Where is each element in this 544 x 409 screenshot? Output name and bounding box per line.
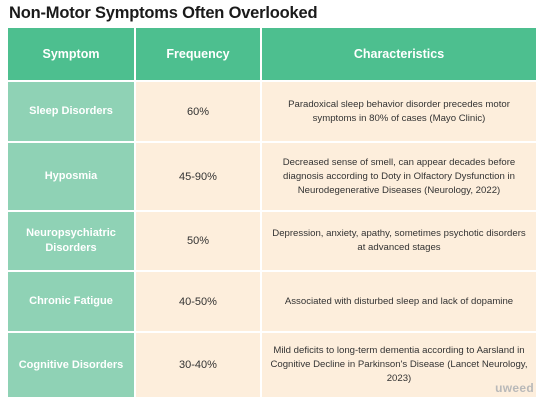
characteristics-cell: Depression, anxiety, apathy, sometimes p… xyxy=(262,212,536,272)
characteristics-cell: Paradoxical sleep behavior disorder prec… xyxy=(262,82,536,143)
table-header-row: Symptom Frequency Characteristics xyxy=(8,28,536,82)
frequency-cell: 40-50% xyxy=(136,272,262,333)
frequency-cell: 30-40% xyxy=(136,333,262,399)
header-characteristics: Characteristics xyxy=(262,28,536,82)
symptom-cell: Neuropsychiatric Disorders xyxy=(8,212,136,272)
brand-logo: uweed xyxy=(495,381,534,395)
symptoms-table: Symptom Frequency Characteristics Sleep … xyxy=(8,28,536,399)
symptom-cell: Chronic Fatigue xyxy=(8,272,136,333)
characteristics-cell: Associated with disturbed sleep and lack… xyxy=(262,272,536,333)
table-row: Sleep Disorders 60% Paradoxical sleep be… xyxy=(8,82,536,143)
symptom-cell: Sleep Disorders xyxy=(8,82,136,143)
symptom-cell: Cognitive Disorders xyxy=(8,333,136,399)
page-title: Non-Motor Symptoms Often Overlooked xyxy=(9,4,318,22)
characteristics-cell: Mild deficits to long-term dementia acco… xyxy=(262,333,536,399)
characteristics-cell: Decreased sense of smell, can appear dec… xyxy=(262,143,536,212)
frequency-cell: 60% xyxy=(136,82,262,143)
table-row: Neuropsychiatric Disorders 50% Depressio… xyxy=(8,212,536,272)
header-frequency: Frequency xyxy=(136,28,262,82)
frequency-cell: 50% xyxy=(136,212,262,272)
table-row: Chronic Fatigue 40-50% Associated with d… xyxy=(8,272,536,333)
symptom-cell: Hyposmia xyxy=(8,143,136,212)
table-row: Hyposmia 45-90% Decreased sense of smell… xyxy=(8,143,536,212)
frequency-cell: 45-90% xyxy=(136,143,262,212)
table-row: Cognitive Disorders 30-40% Mild deficits… xyxy=(8,333,536,399)
header-symptom: Symptom xyxy=(8,28,136,82)
